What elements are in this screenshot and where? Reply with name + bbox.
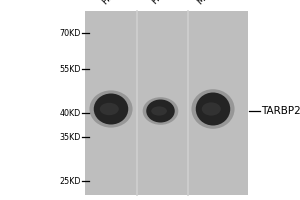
Text: TARBP2: TARBP2: [261, 106, 300, 116]
Ellipse shape: [100, 103, 119, 115]
Text: 70KD: 70KD: [60, 28, 81, 38]
Ellipse shape: [151, 106, 167, 116]
Ellipse shape: [191, 89, 235, 129]
Ellipse shape: [146, 99, 175, 122]
Text: 35KD: 35KD: [60, 132, 81, 142]
Text: 25KD: 25KD: [59, 176, 81, 186]
Ellipse shape: [196, 92, 230, 126]
Text: HepG2: HepG2: [150, 0, 178, 6]
Text: 55KD: 55KD: [59, 64, 81, 73]
Ellipse shape: [143, 97, 178, 125]
Ellipse shape: [202, 102, 221, 116]
Text: Hela: Hela: [100, 0, 121, 6]
Bar: [85, 11, 248, 195]
Text: 40KD: 40KD: [60, 108, 81, 117]
Text: Mouse testis: Mouse testis: [196, 0, 243, 6]
Ellipse shape: [89, 90, 133, 128]
Ellipse shape: [94, 94, 128, 124]
